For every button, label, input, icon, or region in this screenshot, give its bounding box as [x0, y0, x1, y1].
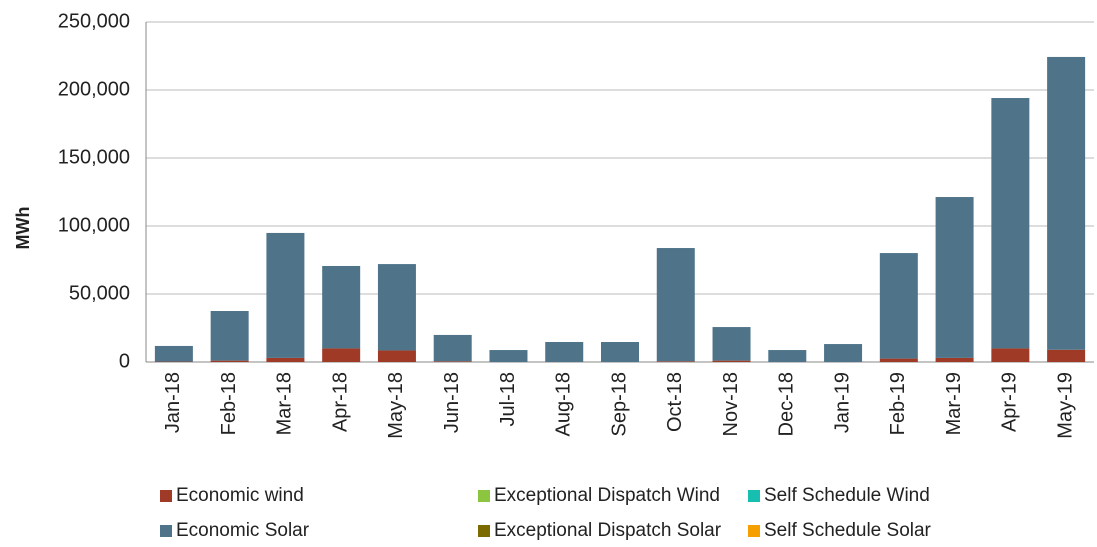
bar-segment	[936, 358, 974, 362]
legend-label: Economic wind	[176, 485, 304, 506]
x-tick-label: Mar-19	[943, 372, 965, 435]
bar-segment	[657, 361, 695, 362]
legend-swatch	[748, 525, 760, 537]
bar-segment	[880, 359, 918, 362]
y-tick-label: 150,000	[58, 146, 130, 168]
bar-segment	[713, 327, 751, 361]
y-axis-label: MWh	[13, 207, 33, 250]
x-tick-label: Jan-18	[162, 372, 184, 433]
legend-label: Economic Solar	[176, 520, 310, 541]
bar-segment	[991, 348, 1029, 362]
x-tick-label: Jul-18	[497, 372, 519, 426]
legend-label: Exceptional Dispatch Solar	[494, 520, 722, 541]
legend-swatch	[160, 525, 172, 537]
x-tick-label: May-19	[1054, 372, 1076, 439]
bar-segment	[155, 346, 193, 362]
bar-segment	[657, 248, 695, 361]
bar-segment	[266, 233, 304, 358]
x-tick-label: Oct-18	[664, 372, 686, 432]
y-tick-label: 0	[119, 350, 130, 372]
x-tick-label: Feb-18	[218, 372, 240, 435]
bar-segment	[322, 266, 360, 348]
x-tick-label: Aug-18	[553, 372, 575, 437]
bar-segment	[936, 197, 974, 358]
bar-segment	[211, 361, 249, 362]
bar-segment	[601, 342, 639, 362]
x-tick-label: Apr-18	[329, 372, 351, 432]
x-tick-label: Feb-19	[887, 372, 909, 435]
bar-segment	[545, 342, 583, 362]
legend-swatch	[478, 525, 490, 537]
bar-segment	[713, 361, 751, 362]
x-tick-label: Nov-18	[720, 372, 742, 436]
bar-segment	[1047, 350, 1085, 362]
legend-swatch	[160, 490, 172, 502]
y-tick-label: 100,000	[58, 214, 130, 236]
bar-segment	[434, 335, 472, 361]
x-tick-label: Dec-18	[776, 372, 798, 436]
bar-segment	[489, 350, 527, 362]
x-tick-label: Sep-18	[608, 372, 630, 437]
x-tick-label: Apr-19	[999, 372, 1021, 432]
y-tick-label: 200,000	[58, 78, 130, 100]
bar-segment	[434, 361, 472, 362]
bar-segment	[1047, 57, 1085, 350]
bar-segment	[378, 350, 416, 362]
y-tick-label: 50,000	[69, 282, 130, 304]
bar-segment	[768, 350, 806, 362]
x-tick-label: May-18	[385, 372, 407, 439]
y-tick-label: 250,000	[58, 10, 130, 32]
bar-segment	[824, 344, 862, 362]
bar-segment	[991, 98, 1029, 348]
legend-label: Exceptional Dispatch Wind	[494, 485, 720, 506]
bar-segment	[266, 358, 304, 362]
legend-label: Self Schedule Solar	[764, 520, 932, 541]
bar-segment	[211, 311, 249, 361]
x-tick-label: Jun-18	[441, 372, 463, 433]
legend-swatch	[748, 490, 760, 502]
bar-segment	[378, 264, 416, 350]
legend-label: Self Schedule Wind	[764, 485, 930, 506]
bar-segment	[880, 253, 918, 359]
x-tick-label: Jan-19	[831, 372, 853, 433]
x-tick-label: Mar-18	[274, 372, 296, 435]
legend-swatch	[478, 490, 490, 502]
bar-segment	[322, 348, 360, 362]
